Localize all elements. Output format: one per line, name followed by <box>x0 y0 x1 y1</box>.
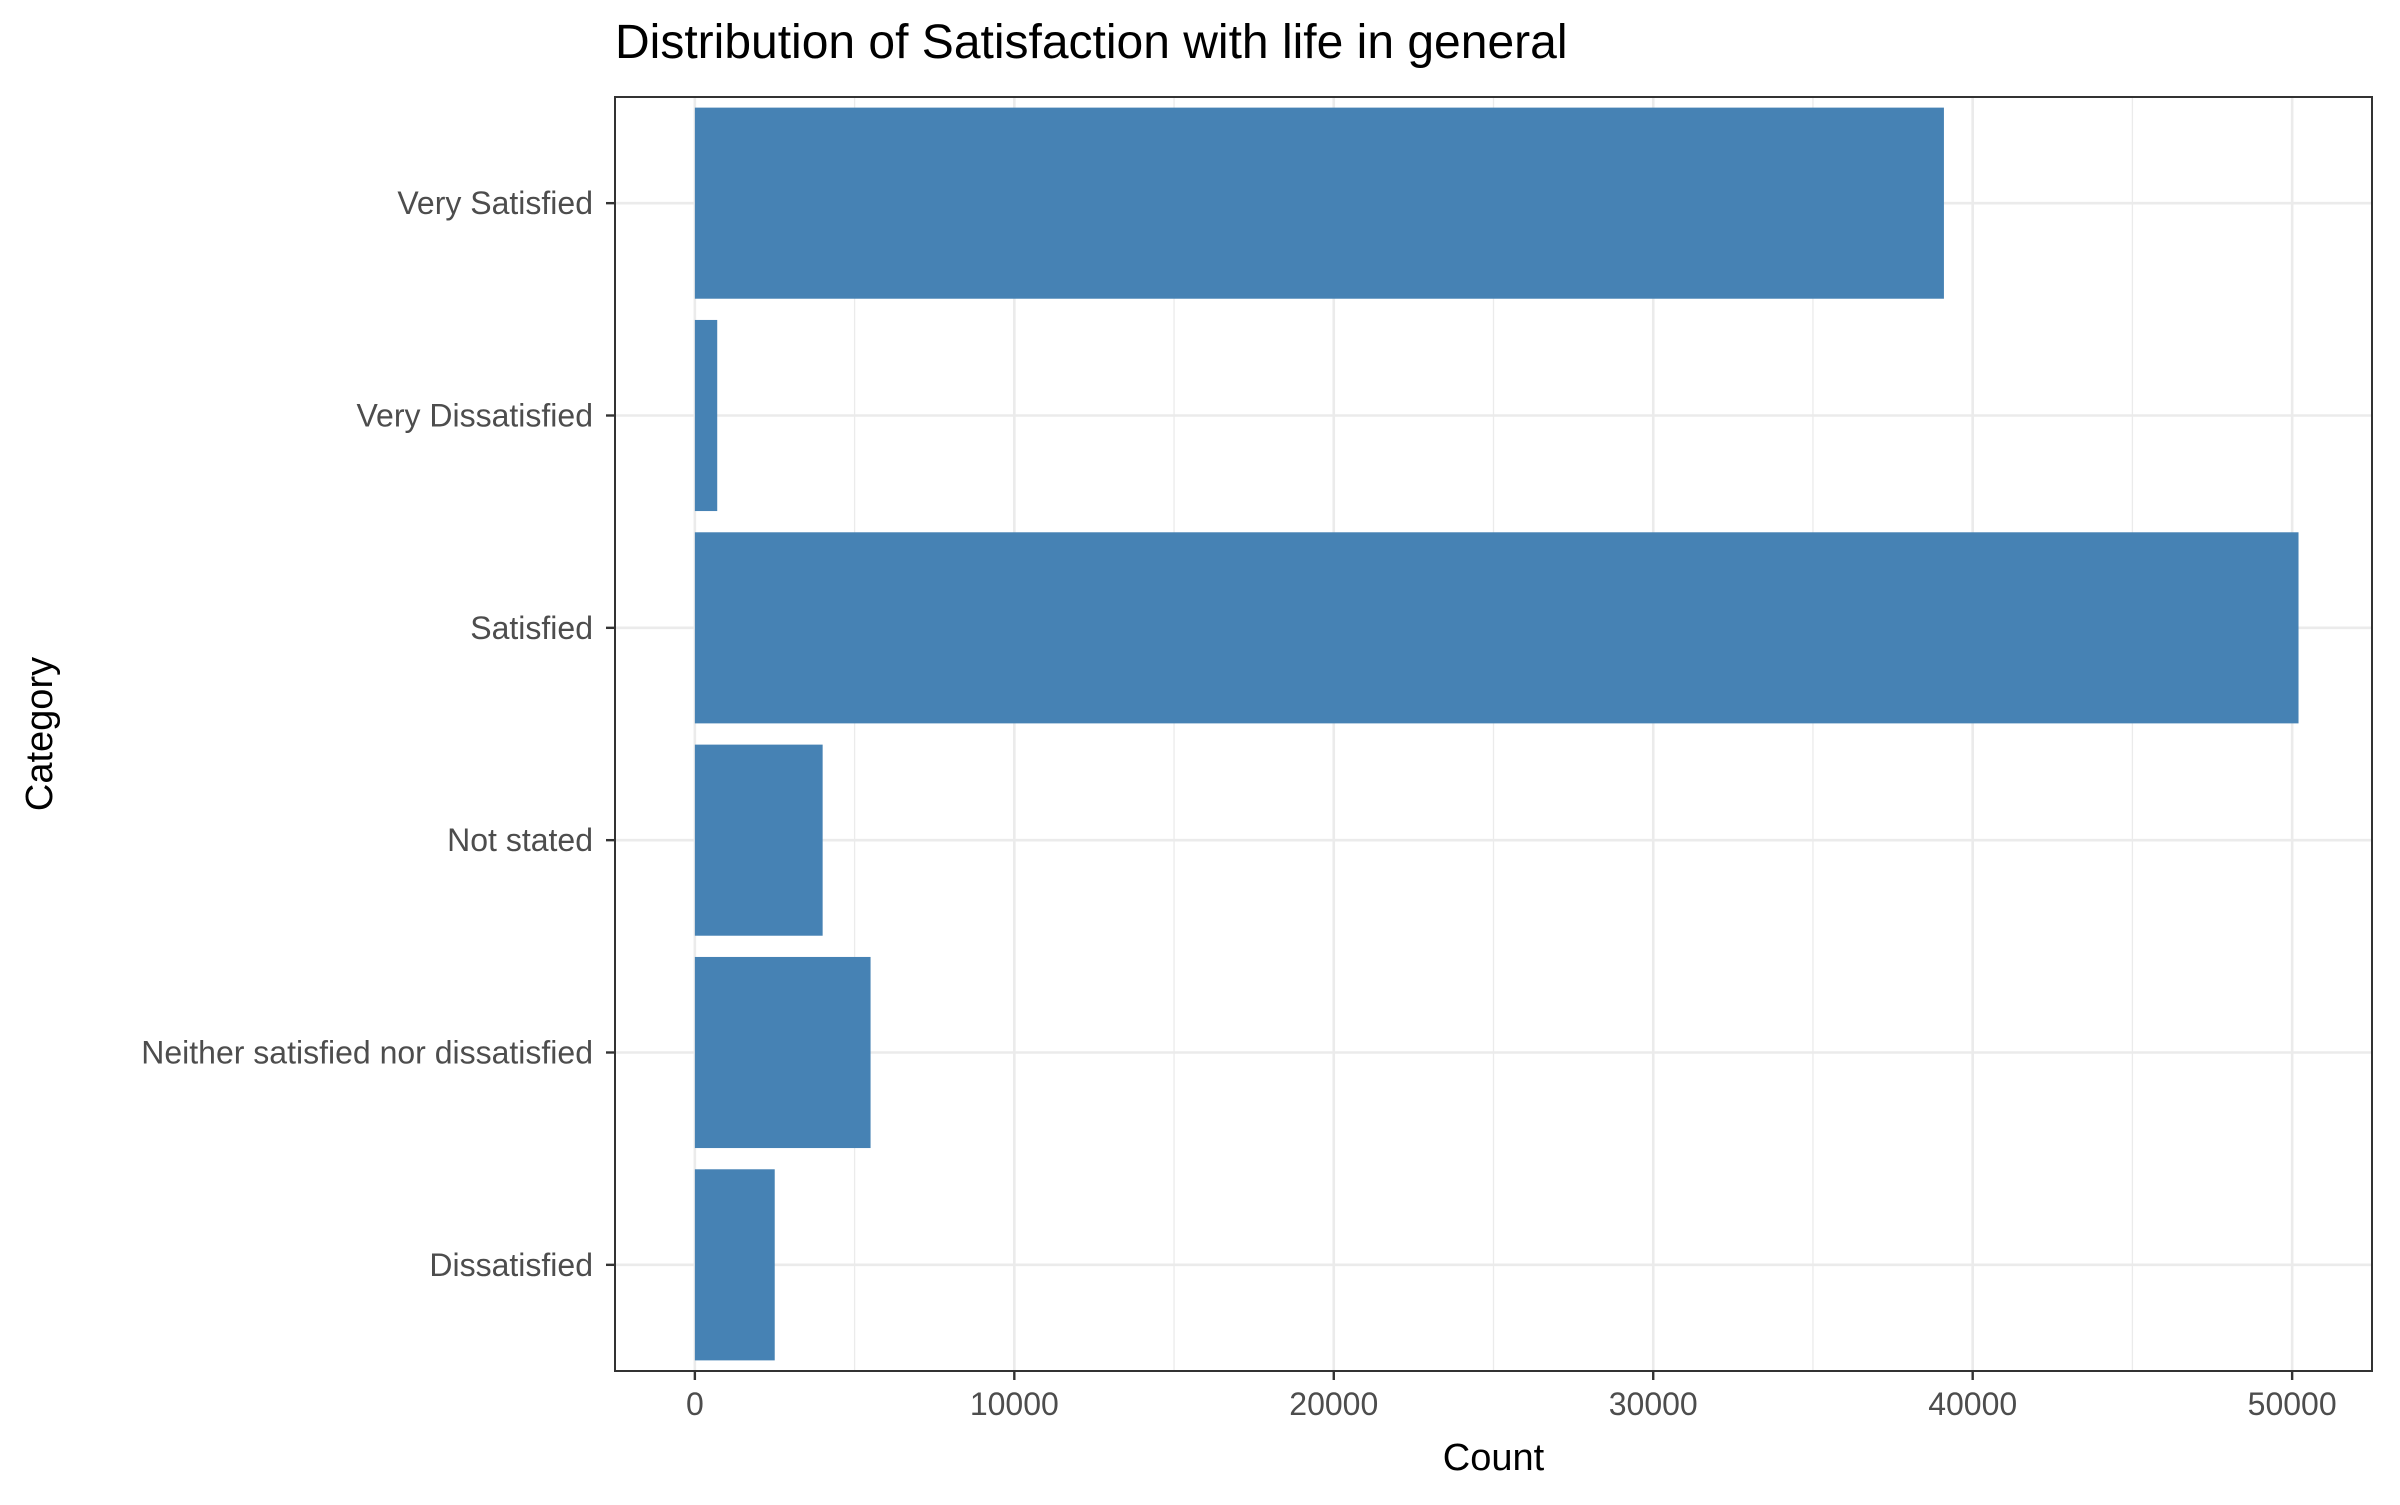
y-tick-label: Satisfied <box>470 610 593 646</box>
axes: 0 10000 20000 30000 40000 50000 Dissatisfied Ne… <box>141 185 2336 1422</box>
x-tick-label: 10000 <box>970 1386 1059 1422</box>
bar <box>694 744 823 936</box>
bar <box>694 532 2299 724</box>
y-tick-label: Very Dissatisfied <box>356 398 593 434</box>
bar <box>694 1169 775 1361</box>
x-tick-label: 20000 <box>1289 1386 1378 1422</box>
x-tick-label: 50000 <box>2248 1386 2337 1422</box>
y-tick-label: Very Satisfied <box>397 185 593 221</box>
x-tick-label: 30000 <box>1609 1386 1698 1422</box>
chart-title: Distribution of Satisfaction with life i… <box>615 16 1567 69</box>
x-tick-label: 40000 <box>1928 1386 2017 1422</box>
x-tick-label: 0 <box>686 1386 704 1422</box>
bars <box>694 107 2299 1361</box>
y-axis-title: Category <box>19 657 61 811</box>
bar <box>694 319 718 512</box>
y-tick-label: Neither satisfied nor dissatisfied <box>141 1035 593 1071</box>
x-axis-title: Count <box>1443 1437 1545 1479</box>
bar <box>694 956 871 1149</box>
y-tick-label: Dissatisfied <box>429 1247 593 1283</box>
bar <box>694 107 1944 299</box>
y-tick-label: Not stated <box>447 822 593 858</box>
plot-panel-border <box>614 96 2373 1372</box>
